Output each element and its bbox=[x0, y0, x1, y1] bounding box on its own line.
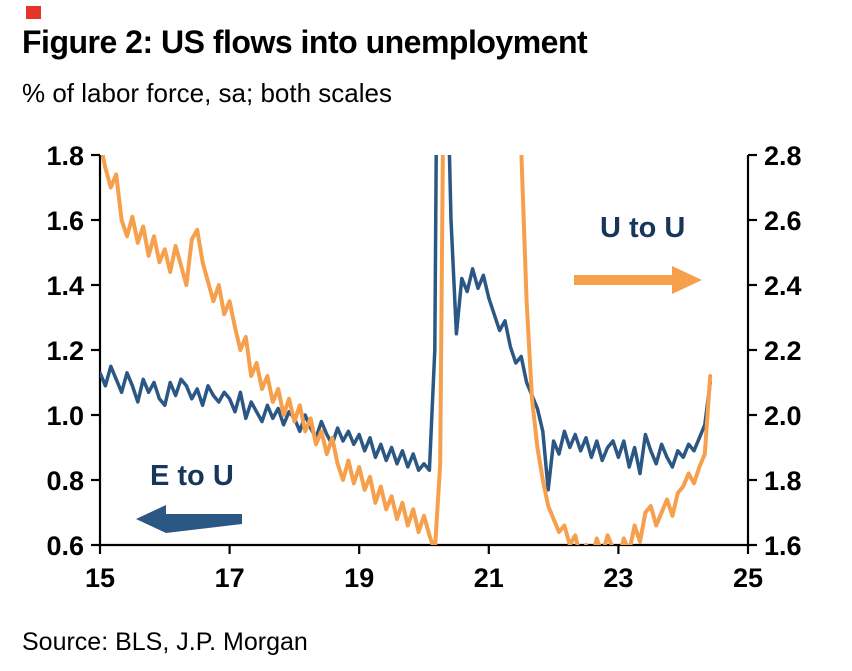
right-axis-tick-label: 1.6 bbox=[764, 531, 802, 561]
right-axis-tick-label: 1.8 bbox=[764, 466, 802, 496]
right-axis-tick-label: 2.6 bbox=[764, 206, 802, 236]
left-axis-tick-label: 1.4 bbox=[46, 271, 84, 301]
left-axis-tick-label: 1.0 bbox=[46, 401, 84, 431]
left-axis-tick-label: 1.8 bbox=[46, 141, 84, 171]
x-axis-tick-label: 25 bbox=[733, 563, 763, 593]
right-arrow-icon bbox=[574, 266, 702, 294]
left-arrow-icon bbox=[136, 505, 242, 533]
x-axis-tick-label: 23 bbox=[603, 563, 633, 593]
x-axis-tick-label: 15 bbox=[85, 563, 115, 593]
right-arrow-shape bbox=[574, 266, 702, 294]
figure-title: Figure 2: US flows into unemployment bbox=[22, 24, 588, 60]
left-arrow-shape bbox=[136, 505, 242, 533]
right-axis-tick-label: 2.4 bbox=[764, 271, 802, 301]
left-axis-tick-label: 0.6 bbox=[46, 531, 84, 561]
red-corner-marker bbox=[26, 6, 41, 19]
series-label-u-to-u: U to U bbox=[600, 212, 686, 244]
right-axis-tick-label: 2.8 bbox=[764, 141, 802, 171]
left-axis-tick-label: 0.8 bbox=[46, 466, 84, 496]
source-note: Source: BLS, J.P. Morgan bbox=[22, 628, 308, 656]
x-axis-tick-label: 17 bbox=[215, 563, 245, 593]
axes bbox=[91, 153, 757, 554]
series-label-e-to-u: E to U bbox=[150, 460, 234, 492]
left-axis-tick-label: 1.2 bbox=[46, 336, 84, 366]
x-axis-tick-label: 21 bbox=[474, 563, 504, 593]
series-line-e-to-u bbox=[100, 155, 712, 492]
right-axis-tick-label: 2.0 bbox=[764, 401, 802, 431]
figure-subtitle: % of labor force, sa; both scales bbox=[22, 78, 392, 108]
series-line-u-to-u bbox=[100, 155, 713, 545]
x-axis-tick-label: 19 bbox=[344, 563, 374, 593]
left-axis-tick-label: 1.6 bbox=[46, 206, 84, 236]
right-axis-tick-label: 2.2 bbox=[764, 336, 802, 366]
